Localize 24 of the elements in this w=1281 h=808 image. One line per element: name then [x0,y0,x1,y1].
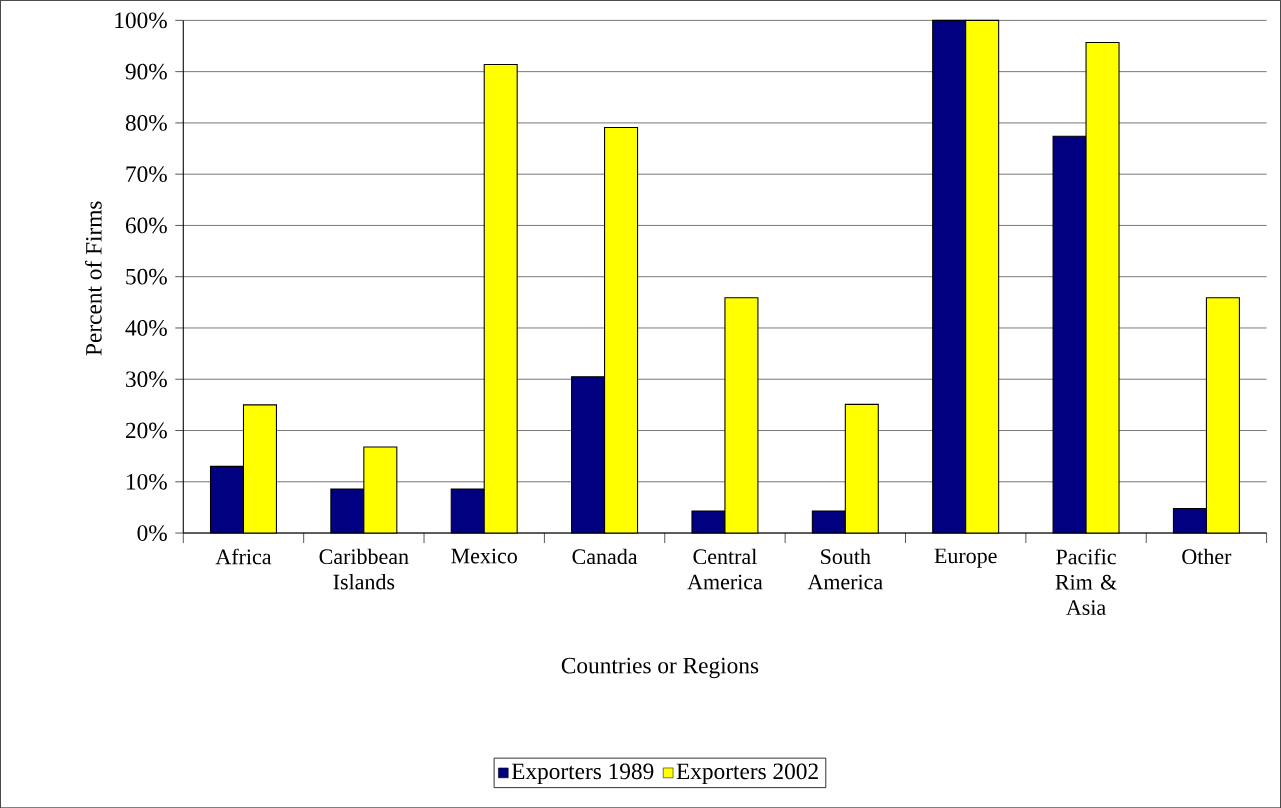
y-axis-title: Percent of Firms [85,201,102,356]
x-tick-label: Pacific Rim & Asia [1055,548,1117,615]
x-tick-label: Central America [687,548,763,590]
x-tick-label: South America [807,548,883,590]
y-tick-label: 0% [137,525,167,541]
legend-label: Exporters 1989 [511,763,654,784]
y-tick-label: 40% [125,319,167,336]
x-tick-label: Other [1182,548,1232,564]
legend-label: Exporters 2002 [676,763,818,784]
x-tick-label: Canada [572,548,638,564]
x-tick-label: Caribbean Islands [319,548,409,590]
y-tick-label: 60% [125,217,167,234]
x-axis-title: Countries or Regions [561,657,759,679]
x-tick-label: Europe [934,548,997,568]
y-tick-label: 10% [127,473,167,490]
x-tick-label: Africa [215,548,272,565]
x-tick-label: Mexico [451,548,517,564]
y-tick-label: 30% [126,371,167,388]
y-tick-label: 50% [126,268,167,285]
y-tick-label: 100% [115,12,167,29]
y-tick-label: 80% [125,114,167,131]
y-tick-label: 70% [126,166,167,182]
y-tick-label: 20% [125,422,167,439]
y-tick-label: 90% [125,63,167,80]
